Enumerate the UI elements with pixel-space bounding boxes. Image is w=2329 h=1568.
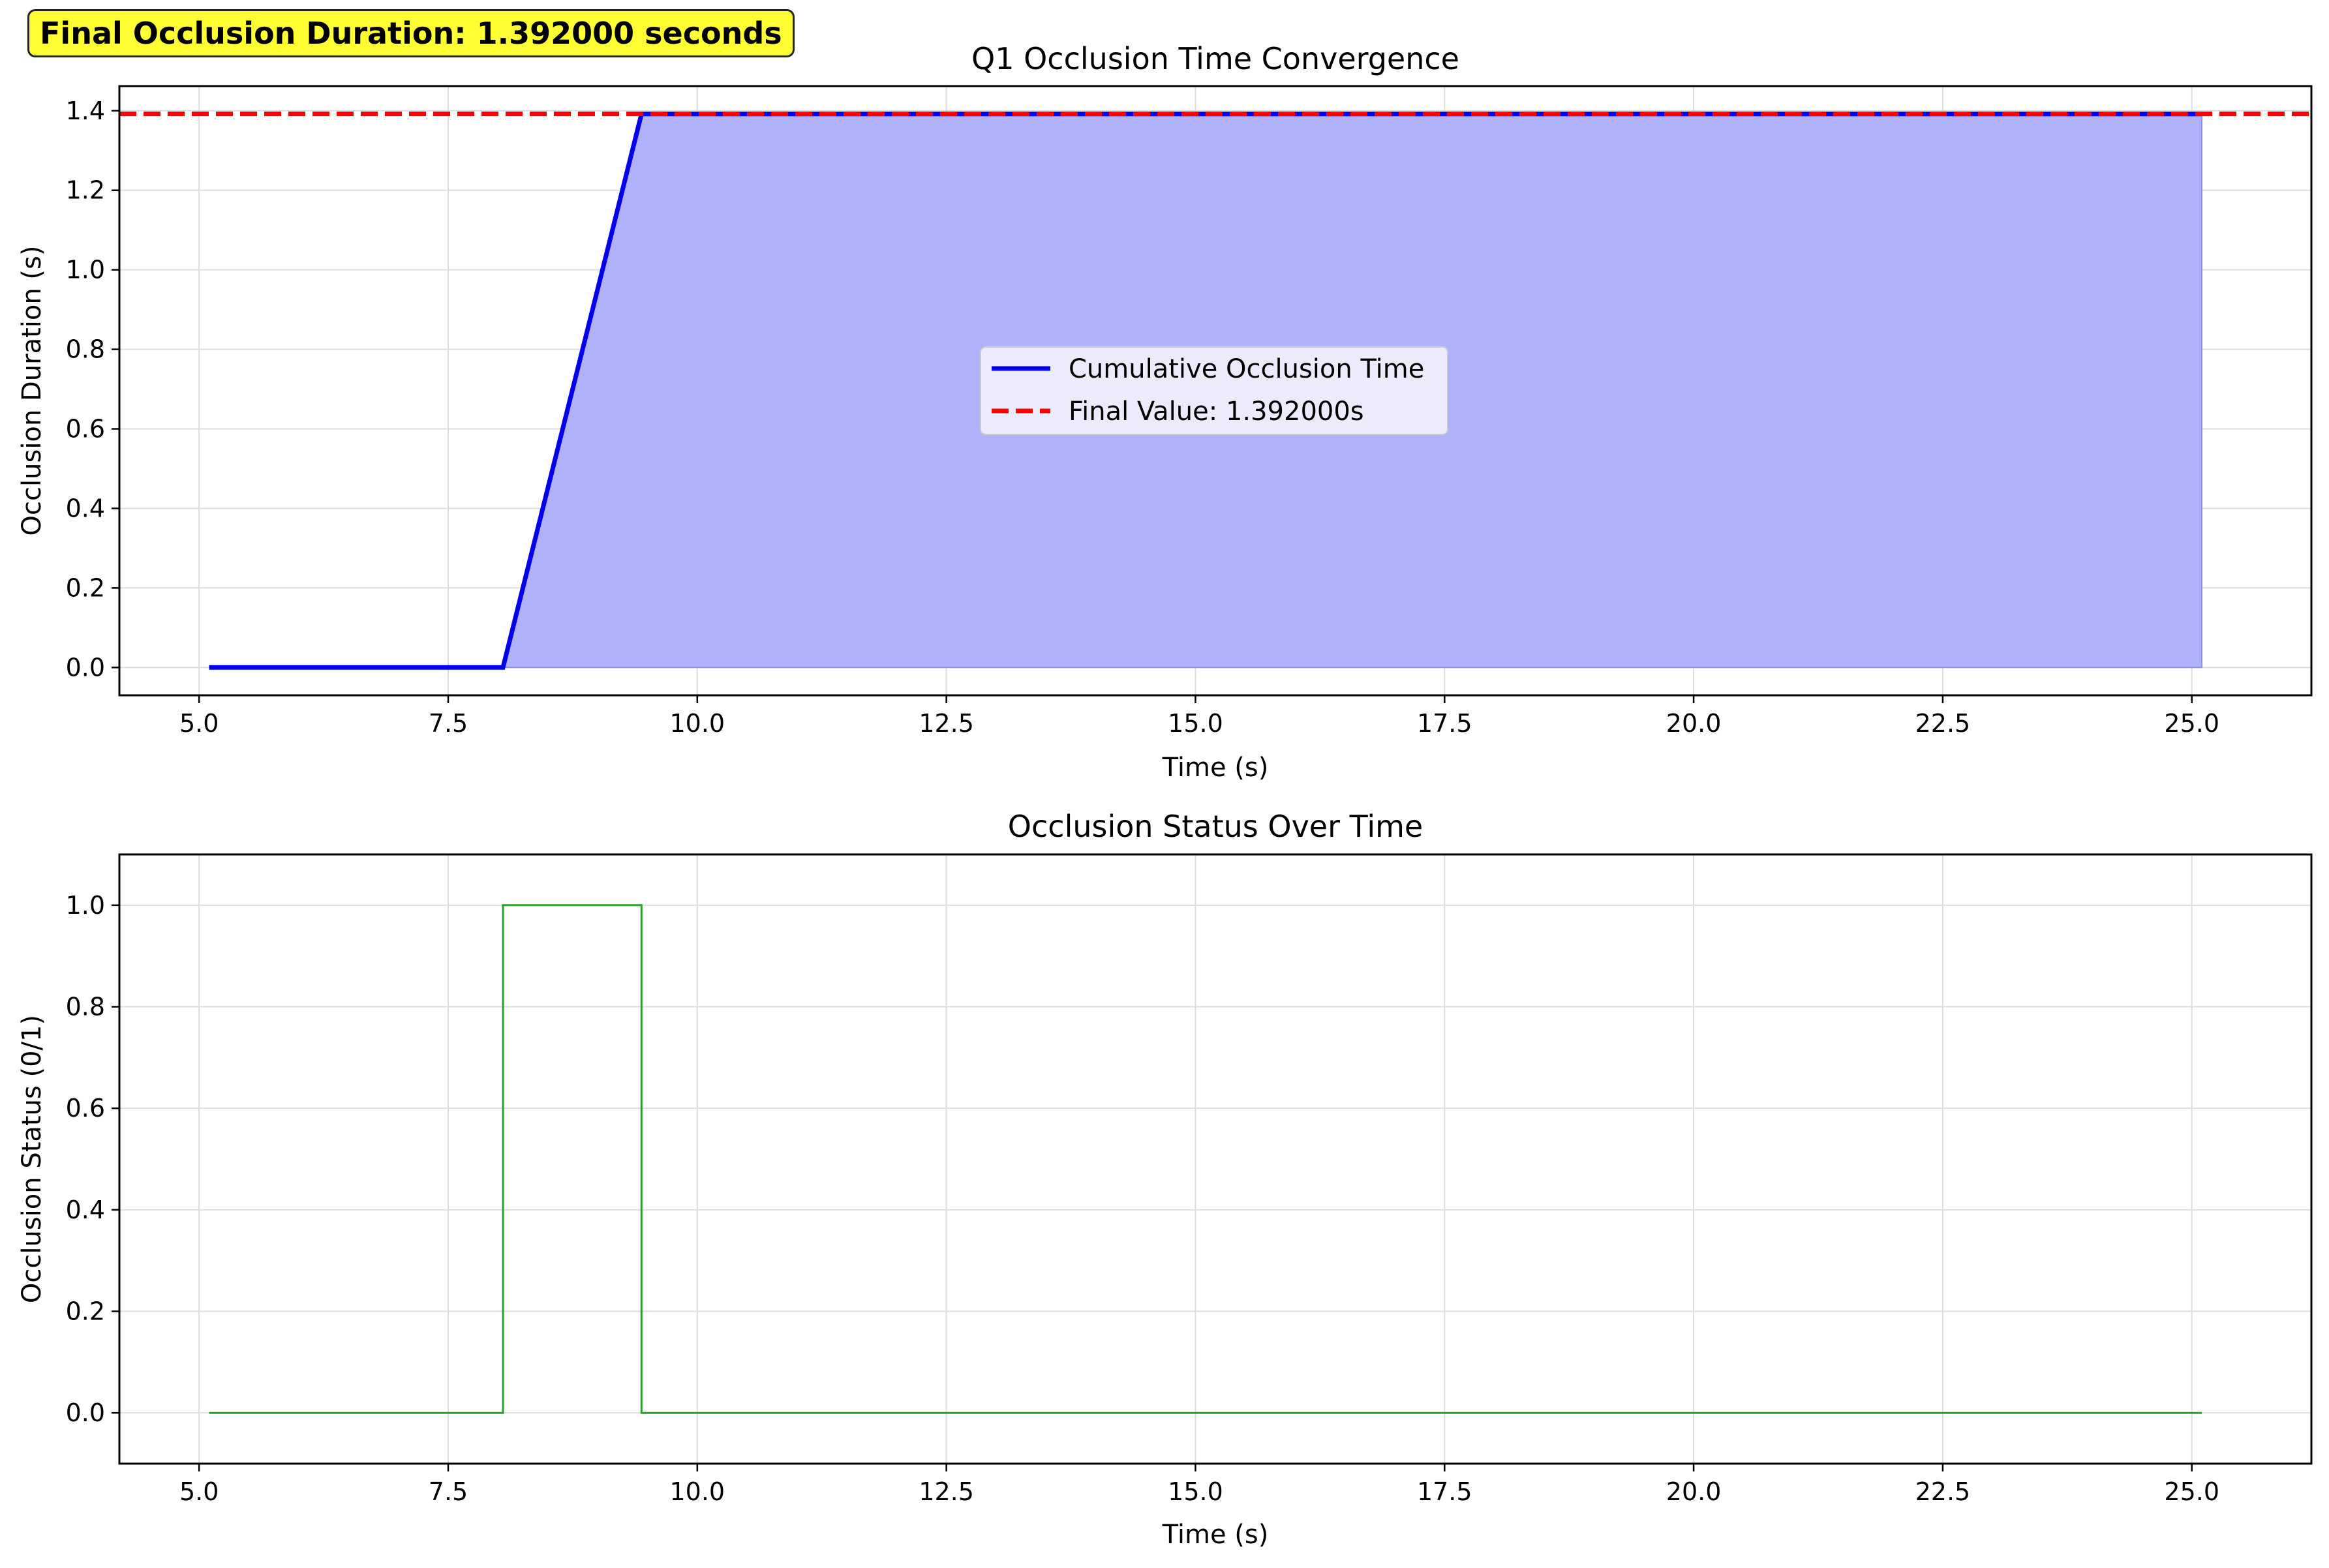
x-tick-label: 15.0 [1168, 1477, 1223, 1506]
panel-status: Occlusion Status Over Time 5.0 7.5 10.0 12.… [17, 809, 2313, 1550]
y-axis-label: Occlusion Status (0/1) [17, 1015, 47, 1303]
legend: Cumulative Occlusion Time Final Value: 1… [980, 346, 1448, 435]
y-tick-label: 0.2 [66, 1297, 105, 1326]
x-tick-label: 7.5 [429, 1477, 468, 1506]
y-tick-label: 1.0 [66, 891, 105, 920]
y-tick-label: 0.0 [66, 1398, 105, 1427]
plot-frame [118, 853, 2313, 1465]
x-axis-ticks: 5.0 7.5 10.0 12.5 15.0 17.5 20.0 22.5 25.0 [179, 1464, 2219, 1506]
series-line-cumulative [209, 112, 2202, 670]
grid-lines [119, 854, 2311, 1464]
chart-title: Occlusion Status Over Time [1008, 809, 1423, 844]
y-axis-ticks: 0.0 0.2 0.4 0.6 0.8 1.0 [66, 891, 119, 1427]
legend-entry: Cumulative Occlusion Time [1069, 354, 1424, 384]
x-tick-label: 20.0 [1666, 1477, 1722, 1506]
x-tick-label: 22.5 [1915, 1477, 1971, 1506]
chart-title: Q1 Occlusion Time Convergence [971, 41, 1459, 76]
y-axis-label: Occlusion Duration (s) [17, 246, 47, 536]
y-tick-label: 0.2 [66, 573, 105, 602]
y-tick-label: 0.8 [66, 993, 105, 1021]
x-tick-label: 20.0 [1666, 709, 1722, 738]
y-tick-label: 1.2 [66, 176, 105, 205]
x-tick-label: 5.0 [179, 1477, 219, 1506]
x-tick-label: 5.0 [179, 709, 219, 738]
y-axis-ticks: 0.0 0.2 0.4 0.6 0.8 1.0 1.2 1.4 [66, 97, 119, 682]
y-tick-label: 0.6 [66, 415, 105, 444]
x-tick-label: 12.5 [919, 709, 974, 738]
y-tick-label: 0.4 [66, 494, 105, 522]
x-tick-label: 10.0 [670, 1477, 725, 1506]
legend-entry: Final Value: 1.392000s [1069, 397, 1364, 427]
y-tick-label: 0.8 [66, 335, 105, 364]
y-tick-label: 0.6 [66, 1094, 105, 1123]
x-tick-label: 22.5 [1915, 709, 1971, 738]
panel-cumulative: Q1 Occlusion Time Convergence 5.0 7.5 10.0… [17, 41, 2313, 783]
plot-frame [118, 85, 2313, 697]
x-axis-label: Time (s) [1162, 753, 1269, 783]
x-tick-label: 17.5 [1417, 709, 1472, 738]
x-tick-label: 12.5 [919, 1477, 974, 1506]
legend-box [980, 346, 1448, 435]
x-tick-label: 25.0 [2164, 709, 2219, 738]
y-tick-label: 0.4 [66, 1196, 105, 1224]
x-tick-label: 17.5 [1417, 1477, 1472, 1506]
y-tick-label: 1.4 [66, 97, 105, 125]
x-tick-label: 15.0 [1168, 709, 1223, 738]
y-tick-label: 0.0 [66, 653, 105, 682]
x-axis-ticks: 5.0 7.5 10.0 12.5 15.0 17.5 20.0 22.5 25.0 [179, 695, 2219, 738]
x-axis-label: Time (s) [1162, 1520, 1269, 1550]
y-tick-label: 1.0 [66, 256, 105, 284]
final-duration-banner: Final Occlusion Duration: 1.392000 secon… [27, 9, 795, 57]
series-line-status [209, 904, 2202, 1414]
x-tick-label: 7.5 [429, 709, 468, 738]
x-tick-label: 10.0 [670, 709, 725, 738]
x-tick-label: 25.0 [2164, 1477, 2219, 1506]
